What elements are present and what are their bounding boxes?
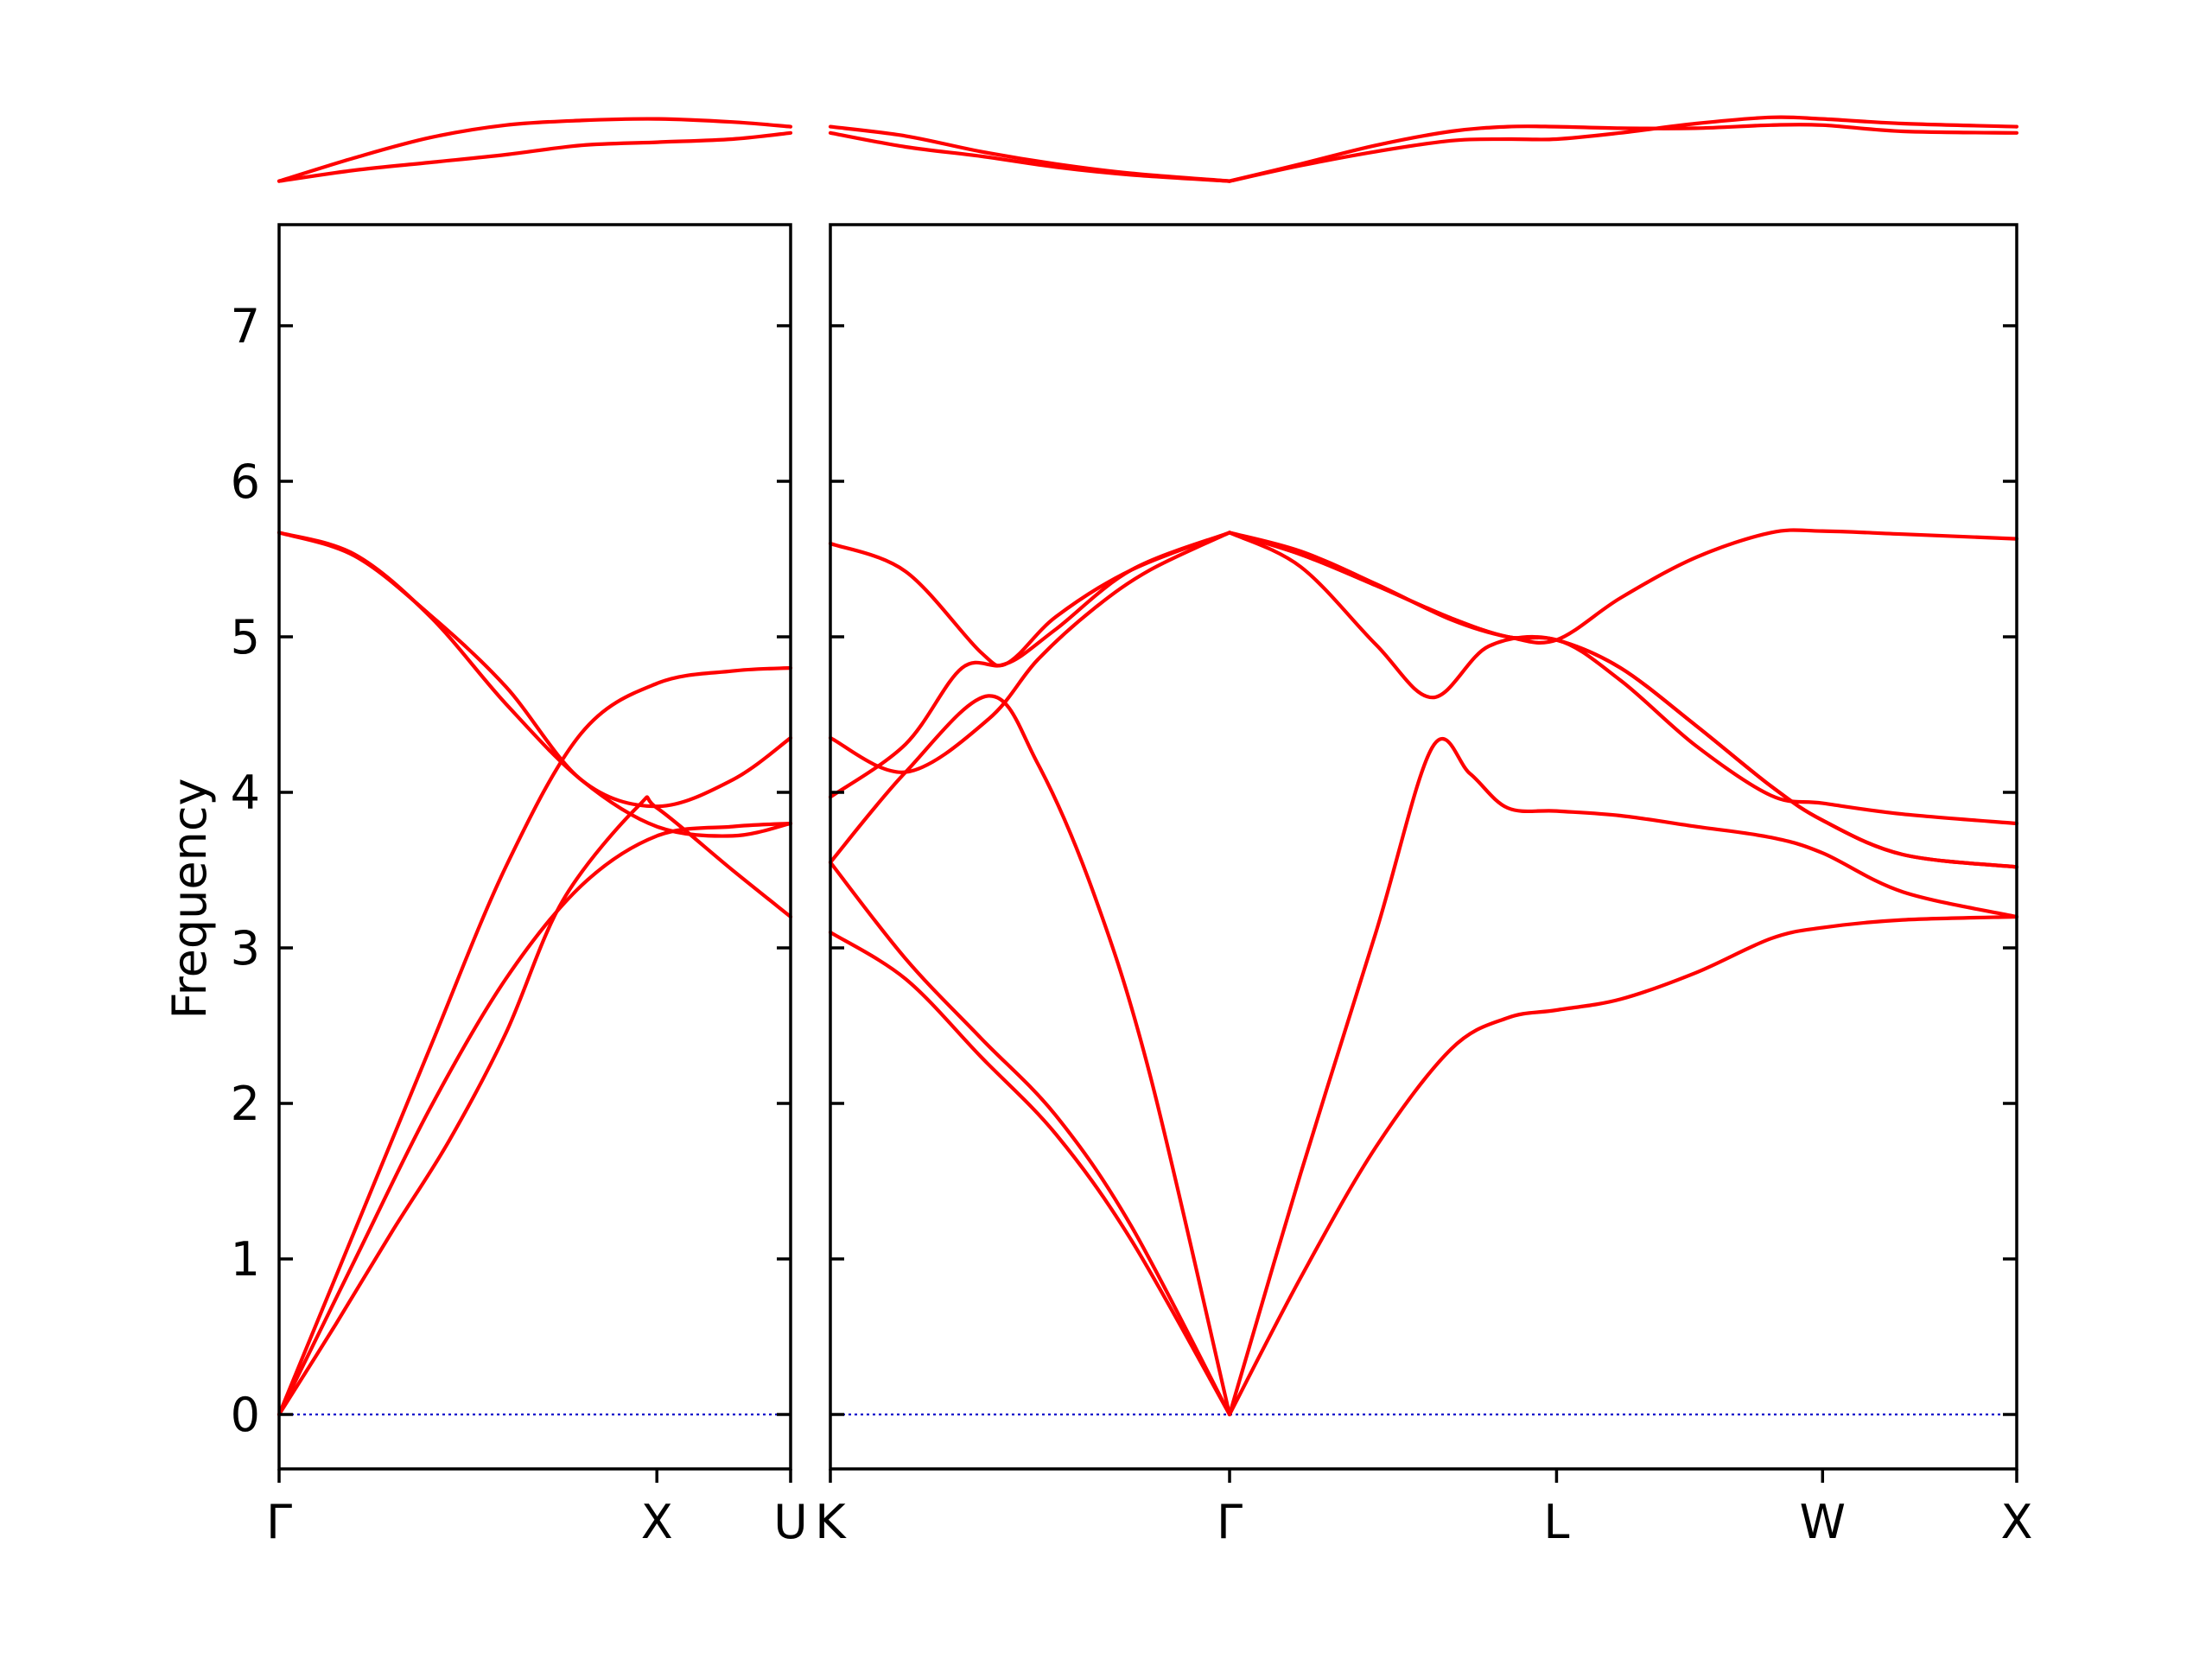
x-tick-label: W (1800, 1495, 1846, 1549)
x-tick-label: Γ (266, 1495, 292, 1549)
y-tick-label: 5 (231, 610, 260, 664)
y-tick-label: 6 (231, 454, 260, 509)
band-line (828, 694, 1232, 1417)
band-line (828, 531, 1232, 668)
y-tick-label: 0 (231, 1388, 260, 1442)
x-tick-label: L (1543, 1495, 1569, 1549)
band-line (276, 130, 793, 183)
band-line (828, 930, 1232, 1417)
band-line (1227, 914, 2019, 1417)
y-axis-title: Frequency (162, 779, 217, 1020)
band-line (828, 860, 1232, 1417)
panel-frame (829, 223, 2018, 1471)
y-tick-label: 7 (231, 299, 260, 353)
panels-layer: 0 1 2 3 4 5 6 7 Γ X U K Γ L W X (231, 115, 2033, 1549)
x-tick-label: Γ (1217, 1495, 1243, 1549)
band-line (1227, 123, 2019, 183)
band-line (1227, 737, 2019, 1417)
band-line (828, 531, 1232, 774)
y-tick-label: 2 (231, 1077, 260, 1131)
band-line (1227, 115, 2019, 183)
panel-1: 0 1 2 3 4 5 6 7 Γ X U (231, 117, 808, 1549)
x-tick-label: K (815, 1495, 847, 1549)
x-tick-label: X (2001, 1495, 2033, 1549)
band-line (276, 795, 793, 1417)
y-tick-label: 1 (231, 1232, 260, 1287)
band-line (1227, 528, 2019, 645)
band-line (1227, 531, 2019, 826)
y-tick-label: 3 (231, 921, 260, 976)
band-line (828, 130, 1232, 183)
x-tick-label: X (641, 1495, 673, 1549)
band-line (828, 124, 1232, 183)
band-line (276, 665, 793, 1417)
y-tick-label: 4 (231, 766, 260, 820)
band-line (828, 531, 1232, 799)
band-line (276, 821, 793, 1417)
band-line (276, 531, 793, 809)
x-tick-label: U (773, 1495, 808, 1549)
band-line (276, 117, 793, 183)
panel-frame (277, 223, 792, 1471)
